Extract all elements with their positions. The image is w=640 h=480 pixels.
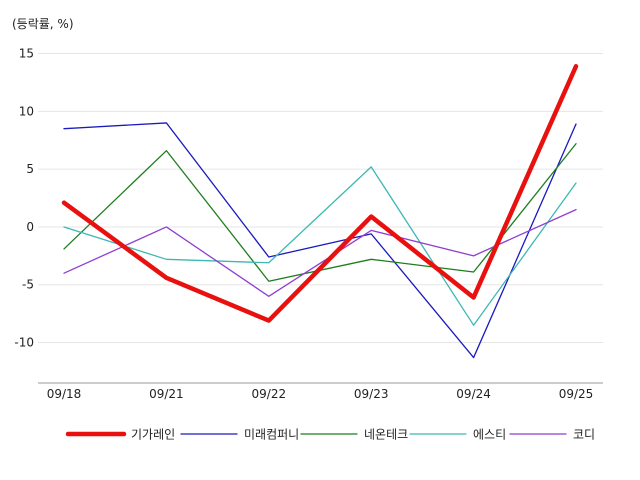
y-tick-label: -10 — [14, 336, 34, 350]
y-unit-label: (등락률, %) — [12, 17, 74, 31]
series-line-5 — [63, 208, 577, 297]
legend-label: 미래컴퍼니 — [244, 428, 299, 442]
legend-label: 에스티 — [473, 428, 506, 442]
y-tick-label: 5 — [26, 162, 34, 176]
gridlines — [38, 53, 603, 344]
legend-label: 기가레인 — [131, 428, 175, 442]
x-tick-label: 09/24 — [456, 387, 491, 401]
series-lines — [61, 64, 579, 359]
y-tick-label: 15 — [19, 47, 34, 61]
series-line-1 — [61, 64, 579, 323]
y-tick-label: 0 — [26, 220, 34, 234]
y-tick-label: -5 — [22, 278, 34, 292]
x-tick-label: 09/18 — [47, 387, 82, 401]
series-line-2 — [63, 122, 577, 359]
x-tick-label: 09/23 — [354, 387, 389, 401]
y-axis-ticks: 15 10 5 0 -5 -10 — [14, 47, 34, 350]
x-tick-label: 09/21 — [149, 387, 184, 401]
legend: 기가레인 미래컴퍼니 네온테크 에스티 코디 — [65, 428, 595, 442]
x-axis-ticks: 09/18 09/21 09/22 09/23 09/24 09/25 — [47, 387, 594, 401]
series-line-4 — [63, 166, 577, 326]
y-tick-label: 10 — [19, 104, 34, 118]
x-tick-label: 09/22 — [252, 387, 287, 401]
legend-label: 네온테크 — [364, 428, 408, 442]
legend-label: 코디 — [573, 428, 595, 442]
x-tick-label: 09/25 — [559, 387, 594, 401]
